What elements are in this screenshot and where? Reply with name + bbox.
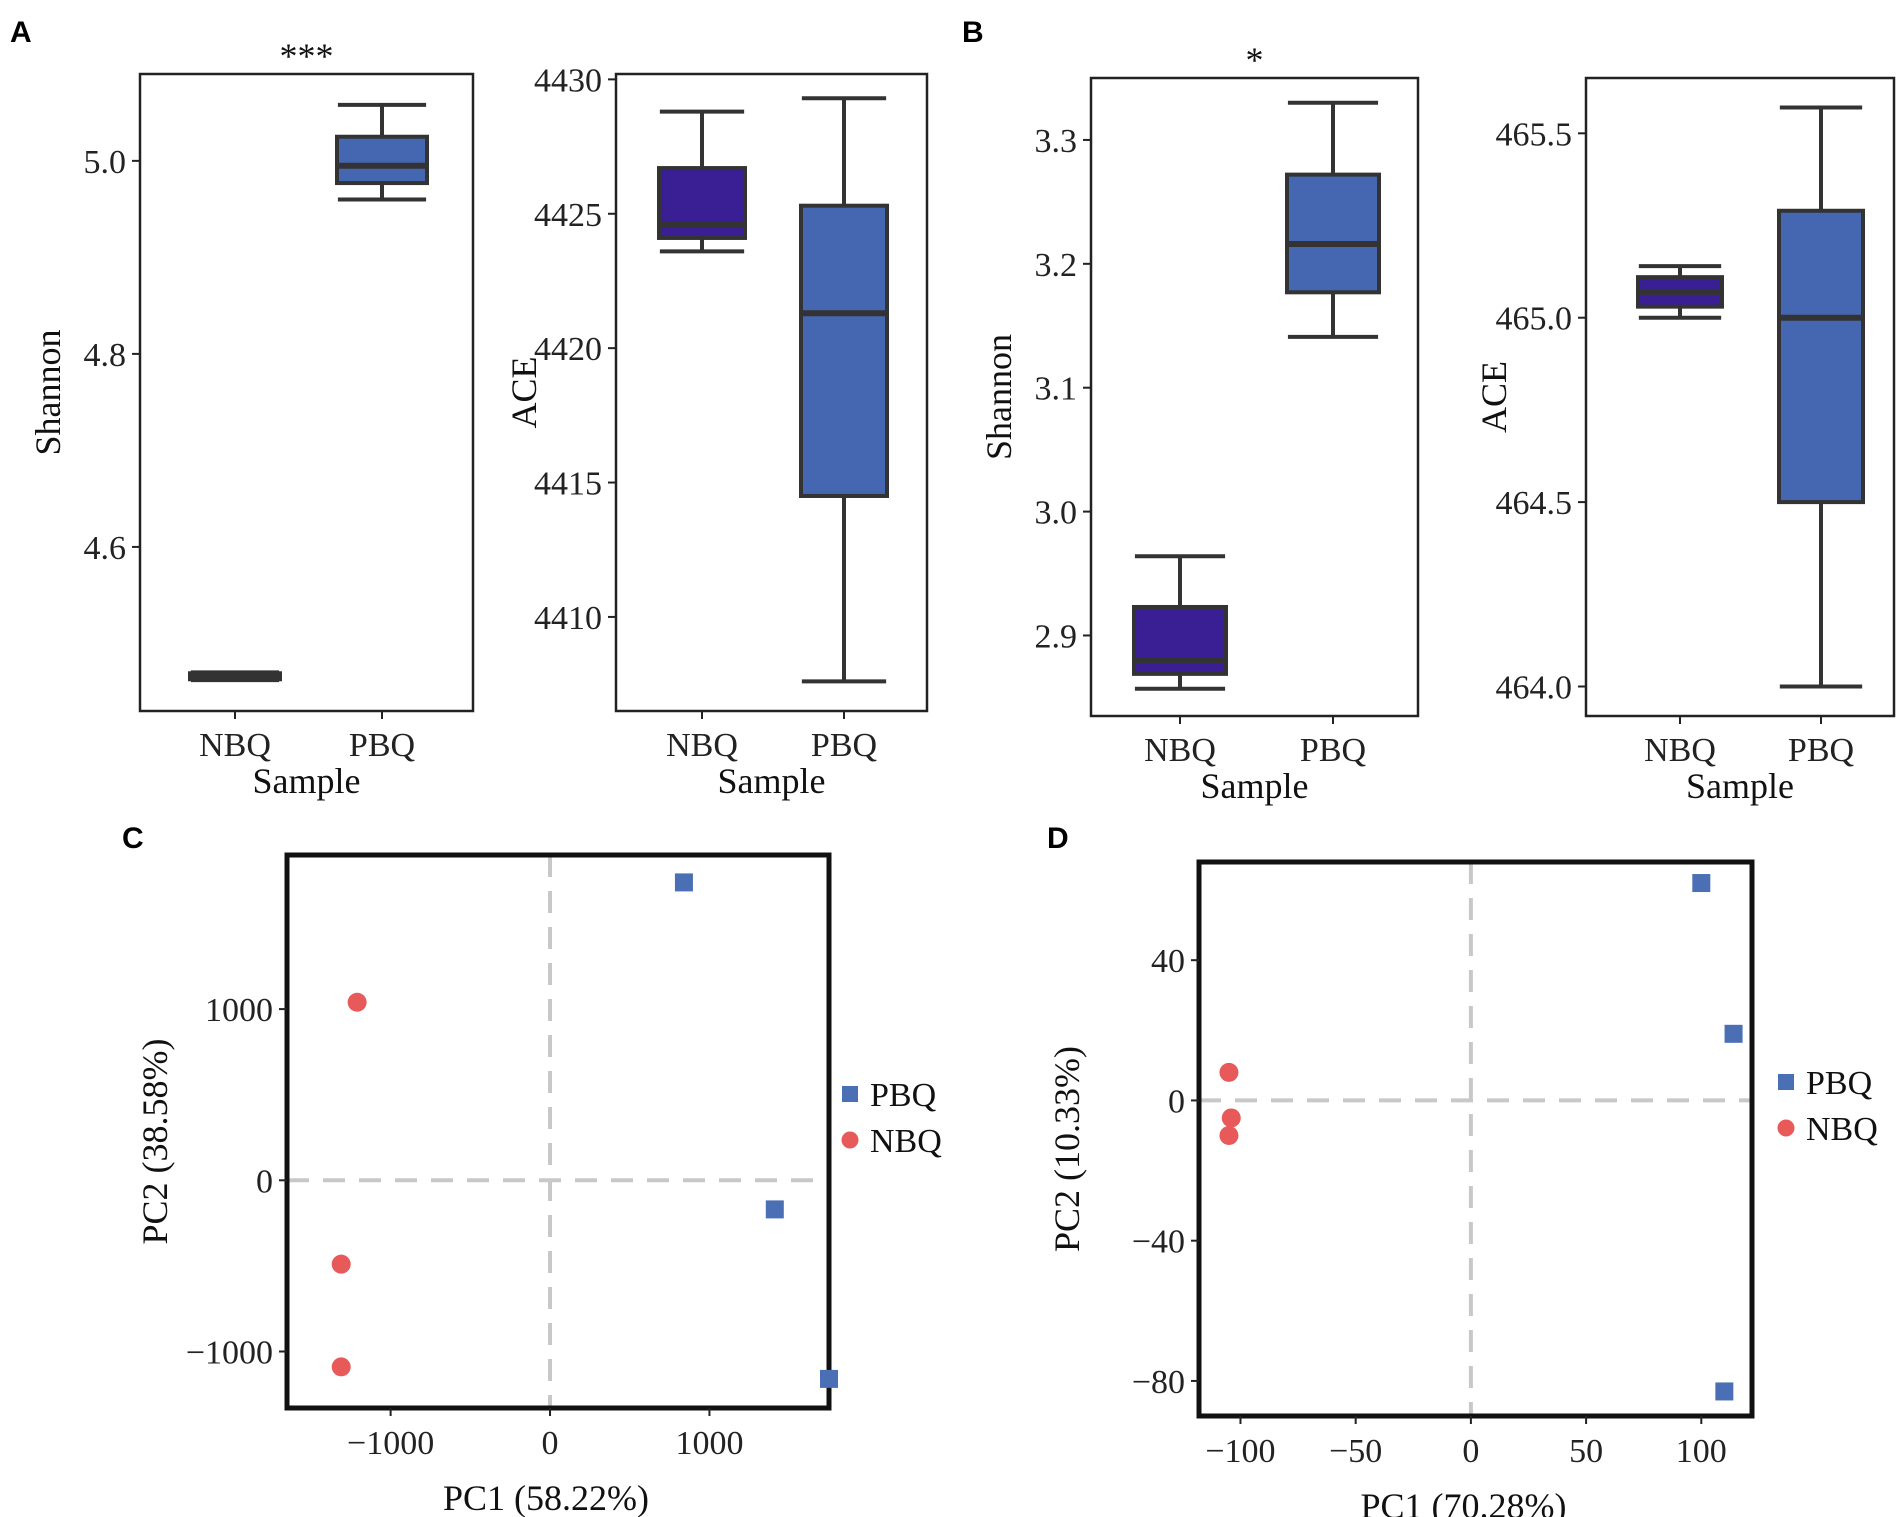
point-pbq — [1724, 1024, 1743, 1043]
legend-marker-nbq — [1777, 1119, 1795, 1137]
x-axis-title: Sample — [1686, 766, 1794, 806]
x-tick-label: −100 — [1205, 1433, 1275, 1470]
chart-d-pca: −100 −50 0 50 100 −80 −40 0 40 PC1 (70.28%) PC2 (1… — [1047, 859, 1878, 1517]
box-nbq — [1132, 604, 1228, 676]
point-nbq — [331, 1357, 351, 1377]
x-axis-title: Sample — [253, 761, 361, 801]
legend-label-pbq: PBQ — [870, 1077, 936, 1114]
x-axis-title: Sample — [718, 761, 826, 801]
y-tick-label: 40 — [1151, 943, 1185, 980]
y-tick-label: 4425 — [534, 197, 602, 234]
y-tick-label: 3.3 — [1035, 123, 1078, 160]
y-tick-label: 4.8 — [84, 337, 127, 374]
point-nbq — [347, 992, 367, 1012]
x-tick-label: NBQ — [1144, 732, 1216, 769]
y-tick-label: 465.5 — [1496, 116, 1573, 153]
plot-frame — [614, 72, 929, 713]
point-nbq — [1219, 1125, 1239, 1145]
legend-marker-pbq — [842, 1086, 858, 1102]
legend-label-pbq: PBQ — [1806, 1065, 1872, 1102]
y-tick-label: −1000 — [186, 1335, 273, 1372]
y-axis-title: PC2 (10.33%) — [1047, 1046, 1087, 1252]
x-tick-label: 0 — [1462, 1433, 1479, 1470]
y-tick-label: −80 — [1132, 1364, 1185, 1401]
panel-label-a: A — [10, 16, 32, 49]
x-tick-label: PBQ — [811, 727, 877, 764]
y-tick-label: 465.0 — [1496, 301, 1573, 338]
y-tick-label: 1000 — [205, 992, 273, 1029]
box-pbq — [799, 203, 889, 498]
plot-frame — [1089, 76, 1420, 718]
y-tick-label: 4420 — [534, 331, 602, 368]
x-axis-title: PC1 (70.28%) — [1361, 1486, 1567, 1517]
x-axis-title: PC1 (58.22%) — [443, 1478, 649, 1517]
y-tick-label: 4410 — [534, 600, 602, 637]
plot-frame — [1196, 859, 1755, 1419]
x-tick-label: NBQ — [199, 727, 271, 764]
y-tick-label: 5.0 — [84, 144, 127, 181]
significance-label: * — [1246, 40, 1264, 80]
box-pbq — [1285, 172, 1381, 295]
legend-marker-nbq — [841, 1131, 859, 1149]
chart-c-pca: −1000 0 1000 −1000 0 1000 PC1 (58.22%) PC2 (38.… — [135, 852, 942, 1517]
y-tick-label: −40 — [1132, 1224, 1185, 1261]
plot-frame — [138, 72, 475, 713]
y-axis-title: PC2 (38.58%) — [135, 1039, 175, 1245]
box-pbq — [1777, 208, 1865, 505]
point-pbq — [1692, 874, 1711, 893]
point-pbq — [765, 1200, 784, 1219]
y-tick-label: 0 — [256, 1163, 273, 1200]
x-axis-title: Sample — [1201, 766, 1309, 806]
y-tick-label: 3.2 — [1035, 247, 1078, 284]
y-tick-label: 464.5 — [1496, 485, 1573, 522]
y-tick-label: 464.0 — [1496, 669, 1573, 706]
y-tick-label: 4.6 — [84, 530, 127, 567]
y-tick-label: 3.1 — [1035, 371, 1078, 408]
plot-frame — [1584, 76, 1896, 718]
significance-label: *** — [280, 36, 334, 76]
x-tick-label: −1000 — [347, 1425, 434, 1462]
x-tick-label: NBQ — [1644, 732, 1716, 769]
x-tick-label: 0 — [542, 1425, 559, 1462]
legend-marker-pbq — [1778, 1074, 1794, 1090]
y-axis-title: Shannon — [28, 330, 68, 456]
x-tick-label: 1000 — [675, 1425, 743, 1462]
x-tick-label: PBQ — [1300, 732, 1366, 769]
x-tick-label: PBQ — [349, 727, 415, 764]
panel-label-d: D — [1047, 822, 1069, 855]
x-tick-label: 100 — [1676, 1433, 1727, 1470]
y-tick-label: 2.9 — [1035, 618, 1078, 655]
x-tick-label: NBQ — [666, 727, 738, 764]
point-pbq — [1715, 1382, 1734, 1401]
y-axis-title: ACE — [1474, 361, 1514, 433]
plot-frame — [284, 852, 832, 1411]
panel-label-c: C — [122, 822, 144, 855]
y-axis-title: Shannon — [979, 334, 1019, 460]
y-tick-label: 3.0 — [1035, 495, 1078, 532]
y-tick-label: 4415 — [534, 466, 602, 503]
x-tick-label: PBQ — [1788, 732, 1854, 769]
legend-label-nbq: NBQ — [870, 1123, 942, 1160]
y-axis-title: ACE — [504, 357, 544, 429]
x-tick-label: −50 — [1329, 1433, 1382, 1470]
panel-label-b: B — [962, 16, 984, 49]
point-pbq — [820, 1369, 838, 1388]
legend-label-nbq: NBQ — [1806, 1111, 1878, 1148]
point-pbq — [674, 873, 693, 892]
point-nbq — [1221, 1108, 1241, 1128]
y-tick-label: 4430 — [534, 62, 602, 99]
y-tick-label: 0 — [1168, 1083, 1185, 1120]
box-pbq — [335, 134, 429, 186]
point-nbq — [331, 1254, 351, 1274]
x-tick-label: 50 — [1569, 1433, 1603, 1470]
point-nbq — [1219, 1062, 1239, 1082]
